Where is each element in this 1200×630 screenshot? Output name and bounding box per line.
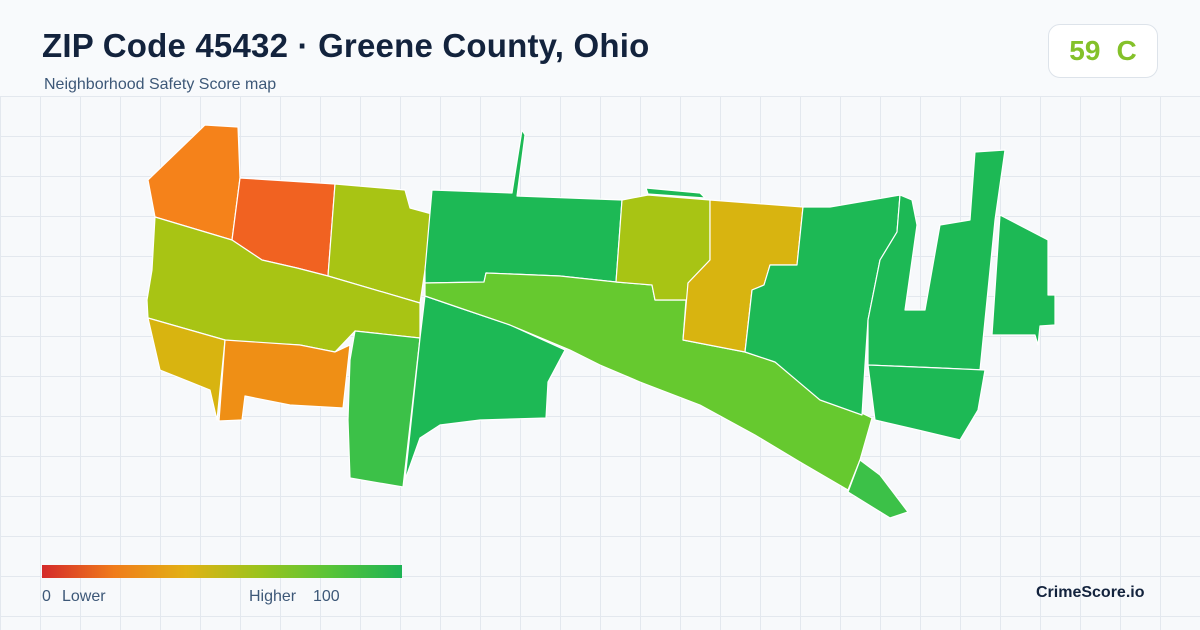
legend-min-label: 0 [42,588,51,605]
page-title: ZIP Code 45432 · Greene County, Ohio [42,27,650,64]
legend-high-label: Higher [249,588,297,605]
map-region[interactable] [867,149,1006,371]
map-region[interactable] [146,216,421,353]
header-band [0,0,1200,96]
map-region[interactable] [424,129,623,284]
legend-low-label: Lower [62,588,106,605]
score-grade: C [1116,35,1137,66]
map-region[interactable] [645,187,706,199]
score-value: 59 [1069,35,1101,66]
map-region[interactable] [147,317,226,421]
page-subtitle: Neighborhood Safety Score map [44,76,277,93]
legend-gradient-bar [42,565,402,578]
map-region[interactable] [847,459,909,519]
brand-logo-text: CrimeScore.io [1036,584,1145,601]
map-region[interactable] [991,214,1056,346]
score-badge: 59 C [1048,24,1158,78]
map-region[interactable] [218,339,351,422]
legend-max-label: 100 [313,588,340,605]
map-region[interactable] [867,364,986,441]
